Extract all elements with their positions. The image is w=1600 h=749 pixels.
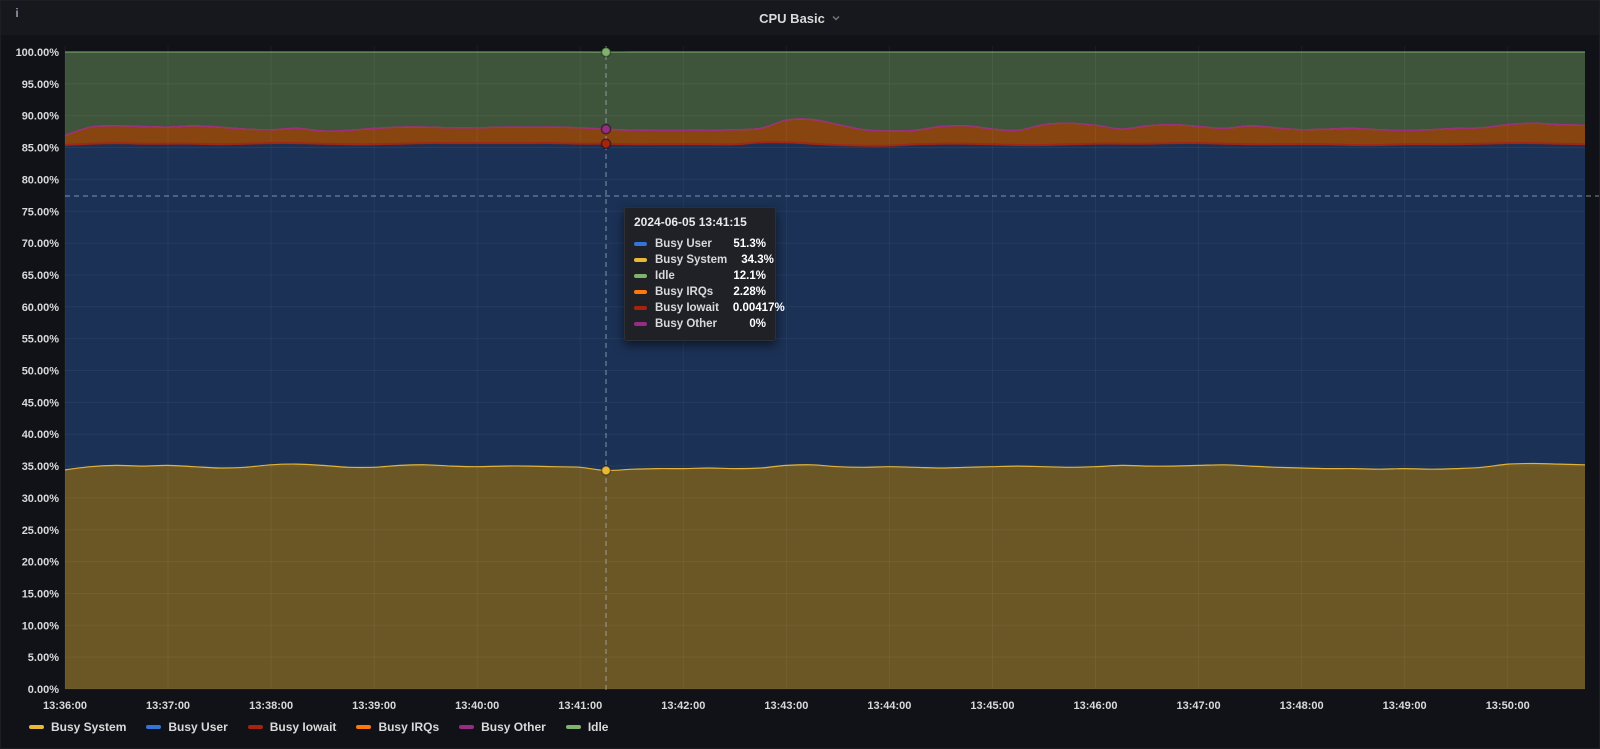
y-tick-label: 35.00%	[22, 461, 60, 473]
y-tick-label: 20.00%	[22, 557, 60, 569]
x-tick-label: 13:40:00	[455, 700, 499, 712]
tooltip-series-swatch	[634, 322, 647, 326]
tooltip-series-label: Idle	[655, 270, 675, 282]
tooltip-series-swatch	[634, 258, 647, 262]
legend-item-busy-other[interactable]: Busy Other	[459, 720, 546, 734]
y-tick-label: 40.00%	[22, 429, 60, 441]
legend-label: Idle	[587, 720, 609, 734]
y-tick-label: 65.00%	[22, 270, 60, 282]
y-tick-label: 90.00%	[22, 111, 60, 123]
y-tick-label: 5.00%	[28, 652, 59, 664]
x-tick-label: 13:44:00	[867, 700, 911, 712]
x-tick-label: 13:39:00	[352, 700, 396, 712]
y-tick-label: 70.00%	[22, 238, 60, 250]
y-tick-label: 15.00%	[22, 588, 60, 600]
tooltip-series-value: 12.1%	[733, 270, 766, 282]
line-busy-system	[65, 462, 1585, 472]
y-tick-label: 80.00%	[22, 174, 60, 186]
x-tick-label: 13:38:00	[249, 700, 293, 712]
area-idle	[65, 52, 1585, 136]
tooltip-row: Busy System 34.3%	[634, 252, 774, 268]
legend-item-idle[interactable]: Idle	[565, 720, 609, 734]
hover-dot-busy-system	[600, 465, 612, 476]
legend-label: Busy Iowait	[269, 720, 337, 734]
legend-label: Busy System	[51, 720, 127, 734]
area-busy-user	[65, 142, 1585, 471]
line-busy-iowait	[65, 141, 1585, 147]
x-tick-label: 13:42:00	[661, 700, 705, 712]
y-tick-label: 85.00%	[22, 143, 60, 155]
y-tick-label: 25.00%	[22, 525, 60, 537]
tooltip-series-swatch	[634, 242, 647, 246]
tooltip-series-label: Busy Other	[655, 318, 717, 330]
x-tick-label: 13:49:00	[1383, 700, 1427, 712]
x-tick-label: 13:37:00	[146, 700, 190, 712]
x-tick-label: 13:47:00	[1177, 700, 1221, 712]
tooltip-series-label: Busy IRQs	[655, 286, 714, 298]
legend-label: Busy IRQs	[378, 720, 440, 734]
panel-title[interactable]: CPU Basic	[759, 10, 825, 26]
area-busy-system	[65, 463, 1585, 689]
tooltip-series-swatch	[634, 290, 647, 294]
y-tick-label: 60.00%	[22, 302, 60, 314]
legend-label: Busy User	[168, 720, 228, 734]
y-tick-label: 55.00%	[22, 334, 60, 346]
x-tick-label: 13:36:00	[43, 700, 87, 712]
legend-item-busy-iowait[interactable]: Busy Iowait	[247, 720, 337, 734]
legend-swatch	[247, 725, 263, 729]
cpu-usage-chart[interactable]: 0.00% 5.00% 10.00% 15.00% 20.00% 25.00% 30.00%…	[1, 35, 1599, 748]
tooltip-row: Idle 12.1%	[634, 268, 766, 284]
tooltip-series-label: Busy System	[655, 254, 728, 266]
tooltip-series-value: 2.28%	[733, 286, 766, 298]
y-tick-label: 95.00%	[22, 79, 60, 91]
y-tick-label: 10.00%	[22, 620, 60, 632]
x-tick-label: 13:45:00	[970, 700, 1014, 712]
y-tick-label: 75.00%	[22, 206, 60, 218]
legend-item-busy-user[interactable]: Busy User	[146, 720, 228, 734]
tooltip-series-label: Busy User	[655, 238, 712, 250]
chevron-down-icon	[832, 15, 840, 21]
legend-swatch	[565, 725, 581, 729]
tooltip-series-value: 34.3%	[741, 254, 774, 266]
legend: Busy System Busy User Busy Iowait Busy IRQs…	[29, 720, 608, 734]
legend-swatch	[146, 725, 162, 729]
tooltip-series-value: 0.00417%	[732, 302, 785, 314]
x-tick-label: 13:41:00	[558, 700, 602, 712]
tooltip-title: 2024-06-05 13:41:15	[634, 215, 747, 229]
y-tick-label: 100.00%	[16, 47, 60, 59]
legend-swatch	[459, 725, 475, 729]
panel-info-icon[interactable]: i	[15, 6, 19, 20]
tooltip: 2024-06-05 13:41:15 Busy User 51.3% Busy S…	[624, 207, 785, 341]
x-tick-label: 13:48:00	[1280, 700, 1324, 712]
tooltip-row: Busy Iowait 0.00417%	[634, 300, 785, 316]
hover-dot-idle	[600, 46, 612, 58]
legend-item-busy-irqs[interactable]: Busy IRQs	[356, 720, 439, 734]
line-busy-other	[65, 118, 1585, 137]
tooltip-row: Busy Other 0%	[634, 316, 766, 332]
x-tick-label: 13:43:00	[764, 700, 808, 712]
tooltip-series-swatch	[634, 306, 647, 310]
panel-header[interactable]: CPU Basic	[1, 1, 1599, 35]
legend-swatch	[356, 725, 372, 729]
area-busy-irqs	[65, 118, 1585, 146]
tooltip-series-label: Busy Iowait	[655, 302, 719, 314]
hover-dot-busy-iowait	[600, 138, 612, 149]
legend-swatch	[29, 725, 44, 729]
tooltip-series-value: 0%	[749, 318, 766, 330]
x-tick-label: 13:46:00	[1073, 700, 1117, 712]
tooltip-series-value: 51.3%	[733, 238, 766, 250]
x-tick-label: 13:50:00	[1486, 700, 1530, 712]
legend-label: Busy Other	[481, 720, 546, 734]
y-tick-label: 30.00%	[22, 493, 60, 505]
y-tick-label: 45.00%	[22, 397, 60, 409]
y-tick-label: 0.00%	[28, 684, 59, 696]
y-tick-label: 50.00%	[22, 366, 60, 378]
tooltip-row: Busy IRQs 2.28%	[634, 284, 766, 300]
legend-item-busy-system[interactable]: Busy System	[29, 720, 126, 734]
tooltip-row: Busy User 51.3%	[634, 236, 766, 252]
hover-dot-busy-other	[600, 123, 612, 135]
tooltip-series-swatch	[634, 274, 647, 278]
